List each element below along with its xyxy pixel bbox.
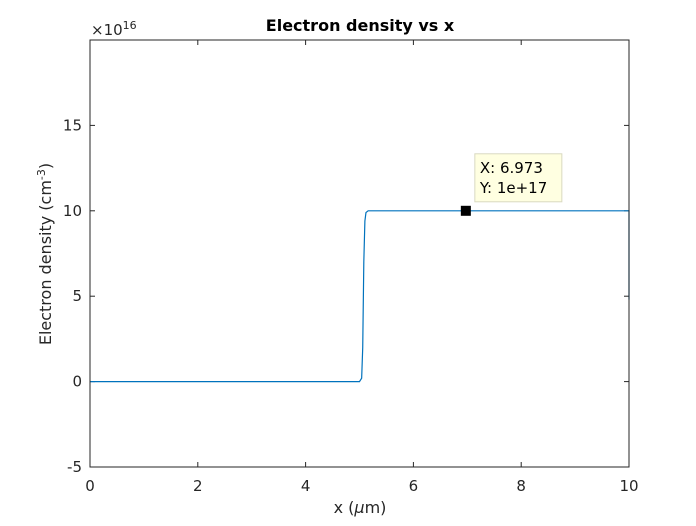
y-tick-label: 0: [72, 373, 82, 391]
y-axis-label-text: Electron density (cm: [36, 180, 55, 345]
datatip-marker[interactable]: [460, 205, 471, 216]
x-axis-label-text: x (: [334, 498, 355, 517]
series-line: [90, 210, 630, 383]
datatip[interactable]: X: 6.973 Y: 1e+17: [460, 153, 563, 216]
x-axis-label: x (μm): [334, 498, 387, 517]
y-axis-label-exp: -3: [35, 169, 48, 180]
datatip-y-text: Y: 1e+17: [479, 179, 547, 197]
exponent-label: ×1016: [91, 19, 137, 39]
exponent-power: 16: [123, 19, 137, 32]
x-tick-label: 2: [193, 477, 203, 495]
datatip-box: [474, 153, 563, 203]
series-layer: [90, 210, 630, 383]
x-axis-label-mu: μ: [353, 498, 364, 517]
y-axis-label: Electron density (cm-3): [35, 163, 55, 345]
x-tick-label: 0: [85, 477, 95, 495]
axes-box: [89, 39, 630, 468]
x-axis-label-unit: m): [365, 498, 387, 517]
datatip-x-text: X: 6.973: [480, 159, 543, 177]
y-axis-label-close: ): [36, 163, 55, 169]
x-tick-label: 4: [301, 477, 311, 495]
y-tick-label: 15: [63, 116, 82, 134]
x-tick-label: 8: [516, 477, 526, 495]
chart-title: Electron density vs x: [266, 16, 455, 35]
exponent-times: ×10: [91, 21, 123, 39]
x-tick-label: 6: [409, 477, 419, 495]
plot-area: [90, 40, 629, 467]
x-tick-label: 10: [619, 477, 638, 495]
y-tick-label: -5: [67, 458, 82, 476]
y-tick-label: 5: [72, 287, 82, 305]
y-tick-label: 10: [63, 202, 82, 220]
